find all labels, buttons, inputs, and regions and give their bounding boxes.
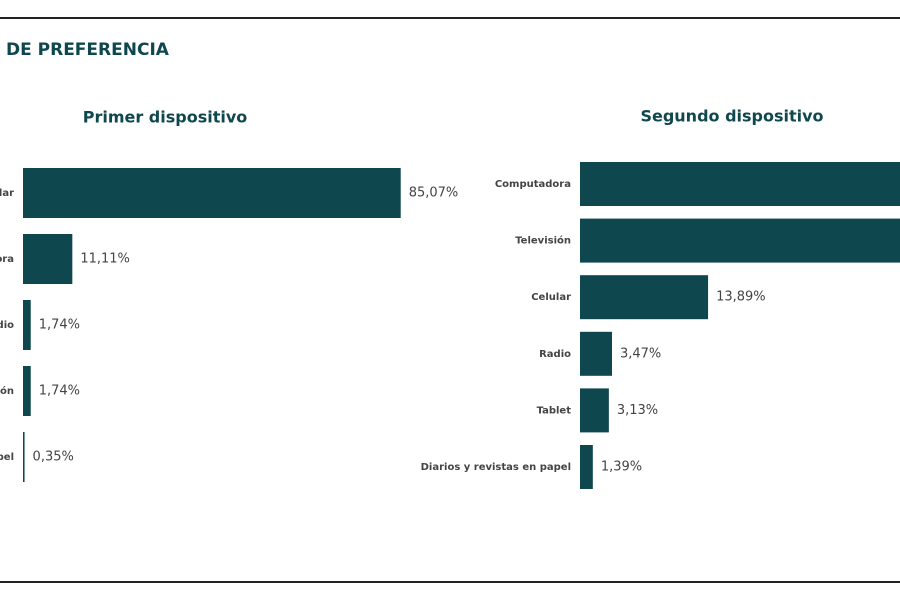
value-label: 1,74% [39, 318, 80, 333]
bar [23, 168, 401, 218]
chart-title: Segundo dispositivo [640, 107, 823, 126]
bar [580, 218, 900, 263]
chart-title: Primer dispositivo [83, 108, 248, 127]
value-label: 13,89% [716, 290, 766, 305]
category-label: ón [0, 385, 14, 397]
category-label: Radio [539, 349, 571, 360]
category-label: Tablet [537, 405, 572, 416]
category-label: Diarios y revistas en papel [421, 462, 571, 473]
value-label: 3,13% [617, 403, 658, 418]
bar [23, 300, 31, 350]
category-label: Computadora [495, 179, 571, 190]
category-label: Televisión [515, 235, 571, 247]
bar [580, 275, 709, 320]
category-label: Celular [531, 292, 571, 303]
value-label: 11,11% [80, 252, 130, 267]
bar [23, 234, 73, 284]
value-label: 85,07% [409, 186, 459, 201]
category-label: ora [0, 254, 14, 265]
value-label: 0,35% [33, 450, 74, 465]
value-label: 1,74% [39, 384, 80, 399]
bar [580, 388, 609, 433]
bar [580, 331, 612, 376]
category-label: pel [0, 452, 14, 463]
category-label: dio [0, 320, 14, 331]
value-label: 1,39% [601, 460, 642, 475]
bar [580, 445, 593, 489]
bar [23, 366, 31, 416]
category-label: lar [0, 188, 14, 199]
value-label: 3,47% [620, 346, 661, 361]
bar [23, 432, 25, 482]
bar [580, 162, 900, 206]
page-title: DE PREFERENCIA [6, 40, 170, 60]
